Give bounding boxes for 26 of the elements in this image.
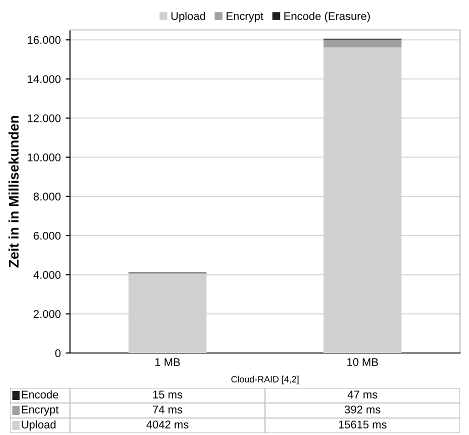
data-label: 15 ms xyxy=(153,390,182,398)
y-tick-label: 8.000 xyxy=(34,192,61,201)
legend-label: Upload xyxy=(171,12,206,22)
y-tick-label: 2.000 xyxy=(34,310,61,318)
x-tick-label: 10 MB xyxy=(347,358,378,366)
data-label: 47 ms xyxy=(348,390,378,398)
text: Encode xyxy=(22,390,58,398)
bar xyxy=(324,40,402,48)
y-axis-title: Zeit in in Millisekunden xyxy=(8,116,19,268)
y-tick-label: 10.000 xyxy=(28,154,61,162)
y-tick-label: 12.000 xyxy=(28,114,61,122)
x-tick-label: 1 MB xyxy=(155,358,180,366)
y-tick-label: 4.000 xyxy=(33,270,61,279)
data-label: 4042 ms xyxy=(146,420,188,428)
text: Encrypt xyxy=(22,406,59,416)
text: Upload xyxy=(22,420,56,431)
data-label: 74 ms xyxy=(152,406,182,414)
x-axis-title: Cloud-RAID [4,2] xyxy=(231,376,298,384)
y-tick-label: 14.000 xyxy=(28,75,61,84)
data-label: 15615 ms xyxy=(338,420,386,428)
y-tick-label: 16.000 xyxy=(28,36,61,44)
legend-label: Encrypt xyxy=(226,12,264,22)
y-tick-label: 6.000 xyxy=(34,232,61,240)
y-tick-label: 0 xyxy=(55,349,61,358)
legend-label: Encode (Erasure) xyxy=(284,12,370,22)
data-label: 392 ms xyxy=(344,406,380,414)
